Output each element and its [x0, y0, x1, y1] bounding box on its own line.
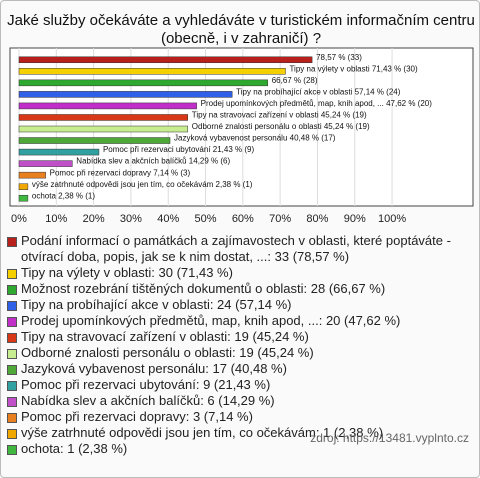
bar: [18, 194, 29, 202]
legend-swatch: [7, 365, 17, 375]
legend-swatch: [7, 349, 17, 359]
legend: Podání informací o památkách a zajímavos…: [7, 233, 469, 457]
legend-item: Tipy na stravovací zařízení v oblasti: 1…: [7, 329, 469, 345]
bar: [18, 56, 313, 64]
legend-item: Pomoc při rezervaci dopravy: 3 (7,14 %): [7, 409, 469, 425]
bar: [18, 171, 46, 179]
bar: [18, 125, 189, 133]
legend-label: Odborné znalosti personálu o oblasti: 19…: [21, 345, 314, 360]
bar: [18, 160, 73, 167]
legend-label: Tipy na stravovací zařízení v oblasti: 1…: [21, 329, 309, 344]
legend-label: Nabídka slev a akčních balíčků: 6 (14,29…: [21, 393, 275, 408]
legend-item: Prodej upomínkových předmětů, map, knih …: [7, 313, 469, 329]
legend-item: Odborné znalosti personálu o oblasti: 19…: [7, 345, 469, 361]
value-label: Pomoc při rezervaci ubytování 21,43 % (9…: [103, 145, 255, 154]
value-label: Prodej upomínkových předmětů, map, knih …: [201, 99, 433, 108]
legend-swatch: [7, 397, 17, 407]
value-label: Odborné znalosti personálu o oblasti 45,…: [192, 122, 370, 131]
bar: [18, 137, 171, 144]
legend-item: Jazyková vybavenost personálu: 17 (40,48…: [7, 361, 469, 377]
legend-item: Nabídka slev a akčních balíčků: 6 (14,29…: [7, 393, 469, 409]
value-label: 78,57 % (33): [316, 53, 362, 62]
value-label: Tipy na výlety v oblasti 71,43 % (30): [289, 64, 418, 73]
x-tick-label: 50%: [195, 213, 217, 225]
x-tick-label: 40%: [157, 213, 179, 225]
value-label: Pomoc při rezervaci dopravy 7,14 % (3): [50, 168, 191, 177]
bar: [18, 79, 268, 87]
legend-item: Možnost rozebrání tištěných dokumentů o …: [7, 281, 469, 297]
bar: [18, 102, 197, 110]
x-tick-label: 100%: [378, 213, 406, 225]
legend-label: Jazyková vybavenost personálu: 17 (40,48…: [21, 361, 287, 376]
legend-label: Tipy na probíhající akce v oblasti: 24 (…: [21, 297, 292, 312]
legend-label: ochota: 1 (2,38 %): [21, 441, 128, 456]
value-label: Tipy na stravovací zařízení v oblasti 45…: [192, 111, 367, 120]
chart-title: Jaké služby očekáváte a vyhledáváte v tu…: [7, 12, 475, 47]
legend-label: Pomoc při rezervaci ubytování: 9 (21,43 …: [21, 377, 271, 392]
value-label: 66,67 % (28): [272, 76, 318, 85]
legend-label: Možnost rozebrání tištěných dokumentů o …: [21, 281, 386, 296]
legend-swatch: [7, 445, 17, 455]
source: zdroj: https://13481.vyplnto.cz: [310, 431, 469, 445]
x-tick-label: 30%: [120, 213, 142, 225]
legend-item: ochota: 1 (2,38 %): [7, 441, 469, 457]
legend-item: Tipy na probíhající akce v oblasti: 24 (…: [7, 297, 469, 313]
bar: [18, 114, 189, 121]
legend-swatch: [7, 317, 17, 327]
legend-item: Tipy na výlety v oblasti: 30 (71,43 %): [7, 265, 469, 281]
legend-item: Podání informací o památkách a zajímavos…: [7, 233, 469, 265]
x-tick-label: 0%: [11, 213, 27, 225]
legend-swatch: [7, 237, 17, 247]
legend-swatch: [7, 269, 17, 279]
value-label: Nabídka slev a akčních balíčků 14,29 % (…: [76, 157, 230, 166]
bar: [18, 183, 29, 190]
x-tick-label: 90%: [344, 213, 366, 225]
value-label: Jazyková vybavenost personálu 40,48 % (1…: [174, 134, 336, 143]
legend-swatch: [7, 333, 17, 343]
value-label: Tipy na probíhající akce v oblasti 57,14…: [236, 87, 401, 96]
legend-label: Podání informací o památkách a zajímavos…: [21, 233, 451, 264]
x-tick-label: 70%: [269, 213, 291, 225]
legend-swatch: [7, 413, 17, 423]
bar: [18, 148, 100, 156]
legend-swatch: [7, 285, 17, 295]
value-label: ochota 2,38 % (1): [32, 191, 95, 200]
legend-swatch: [7, 381, 17, 391]
legend-item: výše zatrhnuté odpovědi jsou jen tím, co…: [7, 425, 469, 441]
bar: [18, 68, 286, 75]
legend-swatch: [7, 301, 17, 311]
bar: [18, 91, 233, 98]
legend-label: Prodej upomínkových předmětů, map, knih …: [21, 313, 401, 328]
x-tick-label: 20%: [83, 213, 105, 225]
x-tick-label: 80%: [306, 213, 328, 225]
legend-label: výše zatrhnuté odpovědi jsou jen tím, co…: [21, 425, 384, 440]
x-tick-label: 60%: [232, 213, 254, 225]
legend-label: Tipy na výlety v oblasti: 30 (71,43 %): [21, 265, 233, 280]
legend-item: Pomoc při rezervaci ubytování: 9 (21,43 …: [7, 377, 469, 393]
legend-label: Pomoc při rezervaci dopravy: 3 (7,14 %): [21, 409, 253, 424]
x-tick-label: 10%: [45, 213, 67, 225]
value-label: výše zatrhnuté odpovědi jsou jen tím, co…: [32, 180, 253, 189]
legend-swatch: [7, 429, 17, 439]
plot: Jaké služby očekáváte a vyhledáváte v tu…: [7, 12, 475, 225]
